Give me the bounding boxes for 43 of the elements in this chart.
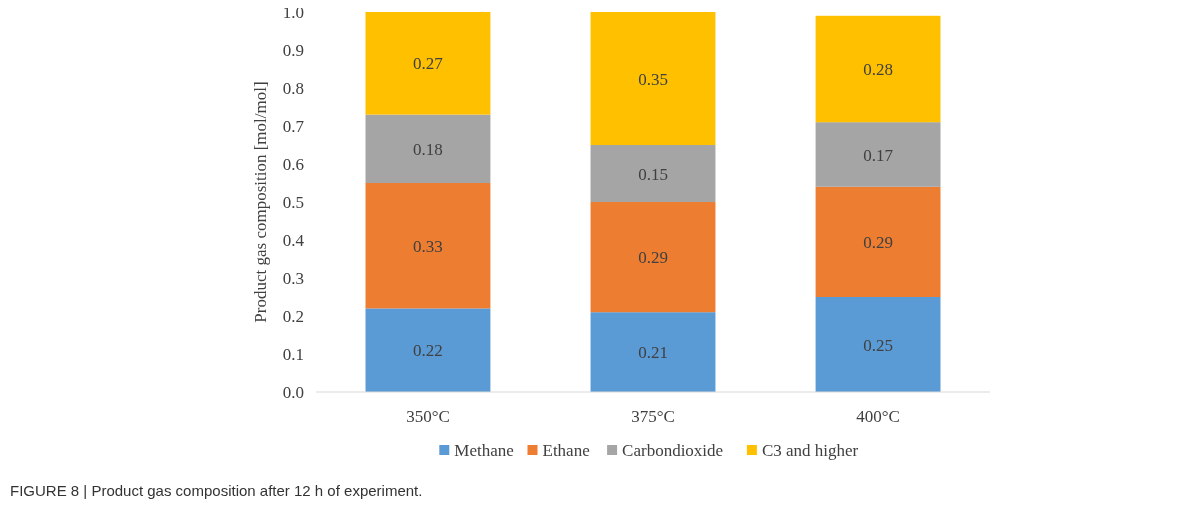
y-axis-title: Product gas composition [mol/mol] <box>251 81 270 323</box>
caption: FIGURE 8 | Product gas composition after 12 h of experiment. <box>10 482 423 499</box>
legend-label: Methane <box>454 441 514 460</box>
x-tick-label: 375°C <box>631 407 675 426</box>
legend-label: C3 and higher <box>761 441 859 460</box>
bar <box>590 312 716 392</box>
x-tick-label: 400°C <box>856 407 900 426</box>
legend-label: Carbondioxide <box>622 441 724 460</box>
legend-label: Ethane <box>542 441 590 460</box>
y-tick-label: 0.0 <box>282 383 304 402</box>
bar <box>815 122 941 187</box>
bar <box>365 114 491 183</box>
bar <box>815 15 941 123</box>
bar <box>590 145 716 202</box>
x-tick-label: 350°C <box>406 407 450 426</box>
data-label: 0.35 <box>638 69 668 89</box>
data-label: 0.15 <box>638 164 668 184</box>
data-label: 0.28 <box>863 60 893 79</box>
y-tick-label: 0.1 <box>282 345 304 364</box>
data-label: 0.25 <box>863 335 893 355</box>
bar <box>365 183 491 309</box>
data-label: 0.17 <box>863 145 894 165</box>
data-label: 0.33 <box>413 236 443 256</box>
bar <box>365 12 491 115</box>
y-tick-label: 0.2 <box>282 307 304 326</box>
bar <box>815 186 941 297</box>
data-label: 0.29 <box>863 232 893 252</box>
bar <box>590 202 716 313</box>
bar <box>590 12 716 145</box>
data-label: 0.29 <box>638 248 668 268</box>
data-label: 0.27 <box>413 54 444 74</box>
bar <box>365 308 491 392</box>
bar <box>815 297 941 392</box>
y-tick-label: 0.3 <box>282 269 304 288</box>
data-label: 0.22 <box>413 341 443 361</box>
y-tick-label: 0.8 <box>282 79 304 98</box>
data-label: 0.21 <box>638 343 668 363</box>
y-tick-label: 0.9 <box>282 41 304 60</box>
y-tick-label: 0.4 <box>282 231 305 250</box>
y-tick-label: 0.7 <box>282 117 305 136</box>
y-tick-label: 0.5 <box>282 193 304 212</box>
data-label: 0.18 <box>413 139 443 159</box>
y-tick-label: 0.6 <box>282 155 304 174</box>
